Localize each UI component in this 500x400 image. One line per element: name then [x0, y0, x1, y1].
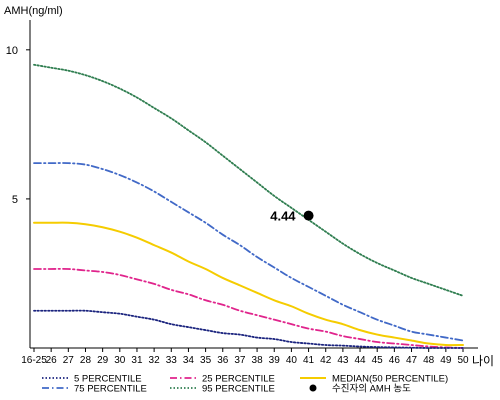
- x-tick-label: 42: [320, 355, 332, 366]
- series-line-4: [33, 309, 464, 349]
- x-tick-label: 28: [80, 355, 92, 366]
- y-axis-label: AMH(ng/ml): [4, 5, 63, 17]
- x-tick-label: 47: [406, 355, 418, 366]
- x-tick-label: 36: [217, 355, 229, 366]
- x-tick-label: 50: [457, 355, 469, 366]
- series-line-1: [33, 162, 464, 342]
- x-tick-label: 35: [200, 355, 212, 366]
- series-line-2: [33, 221, 464, 347]
- y-tick-label: 10: [6, 45, 18, 57]
- legend-label: 75 PERCENTILE: [74, 384, 147, 395]
- x-tick-label: 37: [234, 355, 246, 366]
- x-tick-label: 34: [183, 355, 195, 366]
- patient-point: [303, 210, 314, 221]
- x-tick-label: 38: [252, 355, 264, 366]
- legend: 5 PERCENTILE 25 PERCENTILE MEDIAN(50 PERCE…: [42, 374, 448, 395]
- x-axis-label: 나이: [472, 354, 494, 368]
- x-tick-label: 33: [166, 355, 178, 366]
- axes: [26, 20, 478, 352]
- series-line-0: [33, 63, 464, 297]
- x-tick-label: 41: [303, 355, 315, 366]
- x-tick-label: 16-25: [21, 355, 47, 366]
- x-tick-label: 26: [46, 355, 58, 366]
- x-tick-label: 43: [337, 355, 349, 366]
- legend-patient-dot: [309, 384, 317, 392]
- x-tick-label: 44: [354, 355, 366, 366]
- x-tick-label: 29: [97, 355, 109, 366]
- series-line-3: [33, 267, 464, 349]
- legend-label: 5 PERCENTILE: [74, 374, 142, 385]
- y-tick-label: 5: [12, 194, 18, 206]
- x-tick-label: 39: [269, 355, 281, 366]
- x-tick-label: 49: [440, 355, 452, 366]
- legend-label: 25 PERCENTILE: [202, 374, 275, 385]
- legend-label: 95 PERCENTILE: [202, 384, 275, 395]
- x-tick-label: 48: [423, 355, 435, 366]
- percentile-lines: [33, 63, 464, 349]
- patient-value-label: 4.44: [270, 209, 296, 224]
- x-tick-label: 45: [372, 355, 384, 366]
- x-tick-label: 32: [149, 355, 161, 366]
- legend-patient-label: 수진자의 AMH 농도: [332, 384, 411, 395]
- x-tick-label: 40: [286, 355, 298, 366]
- x-tick-label: 30: [114, 355, 126, 366]
- patient-marker-group: 4.44: [270, 209, 314, 224]
- x-tick-label: 27: [63, 355, 75, 366]
- legend-label: MEDIAN(50 PERCENTILE): [332, 374, 448, 385]
- x-tick-label: 31: [131, 355, 143, 366]
- x-tick-label: 46: [389, 355, 401, 366]
